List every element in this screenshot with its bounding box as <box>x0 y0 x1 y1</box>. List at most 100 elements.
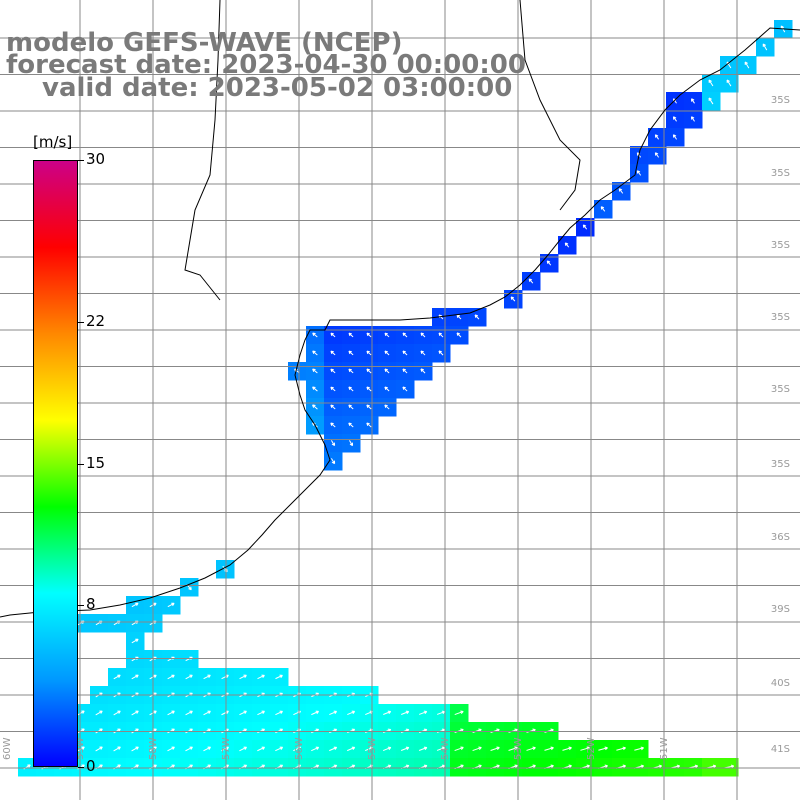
wind-arrow <box>329 746 338 752</box>
wind-arrow <box>312 404 318 410</box>
wind-arrow <box>618 188 624 194</box>
wind-arrow <box>438 350 444 356</box>
wind-arrow <box>564 242 570 248</box>
wind-arrow <box>257 746 266 752</box>
wind-arrow <box>311 710 320 716</box>
wind-arrow <box>185 746 193 752</box>
longitude-label: 53W <box>513 737 524 760</box>
model-title: modelo GEFS-WAVE (NCEP) <box>6 28 403 58</box>
latitude-label: 35S <box>771 240 790 251</box>
latitude-label: 40S <box>771 678 790 689</box>
wind-arrow <box>582 224 588 230</box>
wind-arrow <box>562 746 572 751</box>
wind-arrow <box>131 638 139 644</box>
latitude-label: 41S <box>771 744 790 755</box>
border-line <box>519 0 581 211</box>
wind-arrow <box>275 674 283 680</box>
wind-arrow <box>330 368 336 374</box>
wind-arrow <box>239 710 247 716</box>
wind-arrow <box>312 368 318 374</box>
wind-arrow <box>456 332 462 338</box>
wind-arrow <box>312 350 318 356</box>
colorbar-tick-label: 15 <box>86 453 106 472</box>
wind-arrow <box>508 746 518 751</box>
colorbar-tick-mark <box>78 160 84 161</box>
wind-arrow <box>672 116 677 122</box>
wind-arrow <box>330 422 336 428</box>
wind-arrow <box>384 350 390 356</box>
latitude-label: 35S <box>771 459 790 470</box>
wind-arrow <box>203 746 211 752</box>
wind-arrow <box>383 710 392 715</box>
wind-arrow <box>131 746 139 752</box>
colorbar-tick-label: 30 <box>86 150 106 168</box>
wind-arrow <box>490 746 500 751</box>
colorbar-unit: [m/s] <box>33 133 73 151</box>
wind-arrow <box>366 386 372 392</box>
latitude-label: 35S <box>771 384 790 395</box>
wind-arrow <box>366 368 372 374</box>
wind-arrow <box>185 710 193 716</box>
wind-arrow <box>580 746 590 751</box>
wind-arrow <box>348 386 354 392</box>
wind-arrow <box>239 746 248 752</box>
wind-arrow <box>330 386 336 392</box>
wind-arrow <box>654 134 660 140</box>
wind-arrow <box>690 98 695 104</box>
colorbar-tick-mark <box>78 321 84 323</box>
wind-arrow <box>275 710 283 716</box>
wind-arrow <box>330 332 336 338</box>
colorbar-tick-mark <box>78 605 84 607</box>
wind-arrow <box>384 386 390 392</box>
wind-arrow <box>420 350 426 356</box>
wind-arrow <box>708 79 714 87</box>
longitude-label: 52W <box>586 737 597 760</box>
valid-date: valid date: 2023-05-02 03:00:00 <box>42 73 513 103</box>
colorbar-tick-mark <box>78 767 84 768</box>
wind-arrow <box>185 674 193 680</box>
wind-arrow <box>402 332 408 338</box>
longitude-label: 51W <box>659 737 670 760</box>
wind-arrow <box>348 332 354 338</box>
longitude-label: 60W <box>2 737 13 760</box>
wind-arrow <box>330 458 336 465</box>
wind-arrow <box>402 350 408 356</box>
wind-arrow <box>329 710 338 716</box>
latitude-label: 39S <box>771 604 790 615</box>
wind-arrow <box>239 674 247 680</box>
wind-arrow <box>634 746 644 751</box>
wind-arrow <box>312 386 318 392</box>
wind-arrow <box>654 152 660 158</box>
wind-arrow <box>167 602 175 608</box>
coastline <box>0 27 800 618</box>
wind-arrow <box>167 746 175 752</box>
wind-arrow <box>348 350 354 356</box>
wind-arrow <box>347 746 356 752</box>
wind-arrow <box>384 368 390 374</box>
wind-arrow <box>113 674 121 680</box>
wind-arrow <box>402 368 408 374</box>
colorbar-tick-label: 0 <box>86 757 96 775</box>
wind-arrow <box>366 350 372 356</box>
wind-arrow <box>420 368 426 374</box>
wind-arrow <box>131 674 139 680</box>
wind-arrow <box>402 386 408 392</box>
wind-arrow <box>672 134 678 140</box>
wind-arrow <box>401 710 410 715</box>
colorbar-tick-label: 22 <box>86 311 106 330</box>
wind-arrow <box>95 710 103 716</box>
wind-arrow <box>382 746 392 752</box>
wind-arrow <box>131 710 139 716</box>
wind-arrow <box>366 332 372 338</box>
wind-arrow <box>744 61 750 69</box>
wind-arrow <box>384 404 390 410</box>
uruguay-river <box>184 0 221 301</box>
wind-arrow <box>616 746 626 751</box>
wind-arrow <box>598 746 608 751</box>
wind-arrow <box>418 746 428 751</box>
wind-arrow <box>454 746 464 752</box>
wind-arrow <box>726 79 732 87</box>
wind-arrow <box>762 43 768 51</box>
